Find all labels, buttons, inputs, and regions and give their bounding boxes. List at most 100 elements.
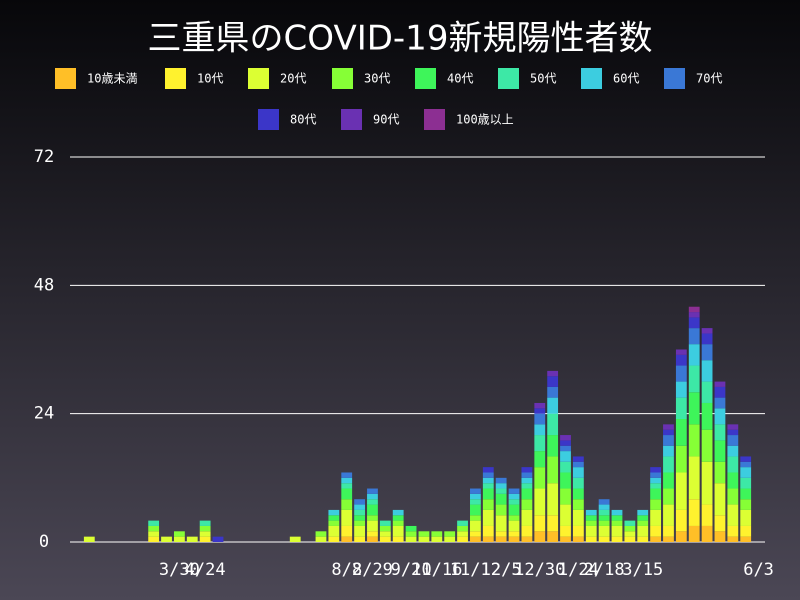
bar-segment — [392, 515, 404, 521]
bar-segment — [367, 515, 378, 521]
bar-segment — [675, 445, 687, 473]
bar-segment — [675, 349, 687, 355]
bar-segment — [663, 504, 674, 526]
bar-segment — [663, 435, 674, 446]
bar-segment — [611, 525, 623, 537]
bar-segment — [675, 397, 687, 420]
bar-segment — [560, 488, 571, 505]
bar-segment — [688, 525, 700, 542]
bar-segment — [482, 536, 494, 542]
bar-segment — [598, 515, 610, 521]
bar-segment — [688, 312, 700, 318]
x-tick-label: 11/12 — [450, 560, 501, 580]
bar-segment — [367, 499, 378, 505]
bar-segment — [444, 531, 456, 537]
bar-segment — [521, 509, 533, 526]
bar-segment — [534, 451, 546, 468]
bar-segment — [328, 536, 340, 542]
bar-segment — [675, 381, 687, 398]
bar-segment — [470, 488, 481, 494]
bar-segment — [521, 499, 533, 510]
bar-segment — [379, 536, 391, 542]
bar-segment — [482, 509, 494, 526]
bar-segment — [585, 536, 597, 542]
bar-segment — [173, 531, 185, 537]
x-tick-label: 10/16 — [411, 560, 462, 580]
bar-segment — [328, 520, 340, 526]
legend-label: 10歳未満 — [87, 72, 137, 86]
bar-segment — [663, 424, 674, 430]
legend-label: 10代 — [197, 72, 223, 86]
bar-segment — [495, 536, 507, 542]
bar-segment — [560, 435, 571, 441]
bar-segment — [547, 435, 559, 457]
bar-segment — [392, 509, 404, 516]
bar-segment — [701, 360, 713, 382]
bar-segment — [675, 419, 687, 446]
bar-segment — [341, 536, 353, 542]
bar-segment — [663, 429, 674, 436]
bar-segment — [547, 386, 559, 398]
bar-segment — [289, 536, 301, 542]
bar-segment — [482, 483, 494, 489]
bar-segment — [598, 520, 610, 526]
bar-segment — [688, 317, 700, 329]
bar-segment — [148, 525, 160, 532]
bar-segment — [547, 413, 559, 436]
bar-segment — [148, 531, 160, 537]
bar-segment — [560, 536, 571, 542]
bar-segment — [547, 376, 559, 387]
bar-segment — [572, 536, 584, 542]
bar-segment — [161, 536, 172, 542]
bar-segment — [354, 515, 365, 521]
legend-label: 60代 — [613, 72, 639, 86]
bar-segment — [534, 402, 546, 409]
bar-segment — [560, 445, 571, 452]
bar-segment — [688, 328, 700, 345]
bar-segment — [508, 531, 520, 537]
bar-segment — [675, 354, 687, 366]
bar-segment — [508, 499, 520, 505]
bar-segment — [534, 531, 546, 542]
bar-segment — [740, 467, 752, 478]
bar-segment — [714, 440, 726, 462]
bar-segment — [637, 509, 649, 516]
bar-segment — [598, 499, 610, 505]
bar-segment — [727, 525, 739, 537]
bar-segment — [392, 525, 404, 537]
bar-segment — [470, 520, 481, 532]
y-tick-label: 0 — [39, 532, 49, 552]
bar-segment — [740, 525, 752, 537]
bar-segment — [354, 520, 365, 526]
bar-segment — [495, 493, 507, 505]
bar-segment — [650, 488, 662, 500]
bar-segment — [675, 509, 687, 532]
bar-segment — [637, 515, 649, 521]
bar-segment — [714, 483, 726, 516]
bar-segment — [547, 456, 559, 484]
bar-segment — [418, 531, 430, 537]
bar-segment — [598, 525, 610, 537]
bar-segment — [650, 472, 662, 478]
bar-segment — [470, 499, 481, 505]
bar-segment — [521, 477, 533, 484]
bar-segment — [701, 381, 713, 403]
bar-segment — [740, 509, 752, 526]
y-tick-label: 24 — [34, 404, 54, 424]
bar-segment — [688, 499, 700, 526]
legend-label: 50代 — [530, 72, 556, 86]
bar-segment — [457, 525, 468, 532]
bar-segment — [663, 525, 674, 537]
bar-segment — [495, 531, 507, 537]
legend-label: 100歳以上 — [456, 113, 514, 127]
bar-segment — [521, 536, 533, 542]
bar-segment — [650, 477, 662, 484]
bar-segment — [508, 515, 520, 521]
bar-segment — [508, 520, 520, 532]
bar-segment — [431, 536, 443, 542]
bar-segment — [572, 467, 584, 478]
bar-segment — [727, 429, 739, 436]
bar-segment — [727, 536, 739, 542]
bar-segment — [727, 504, 739, 526]
bar-segment — [521, 472, 533, 478]
